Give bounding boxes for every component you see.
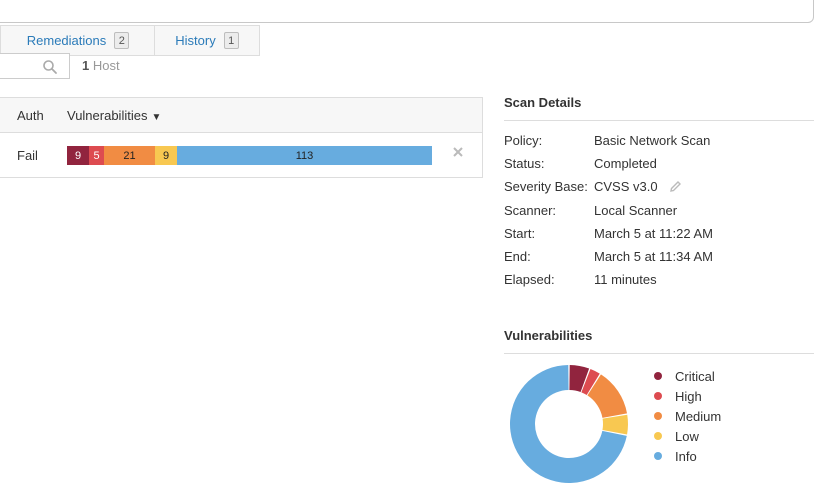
legend-dot-medium	[654, 412, 662, 420]
donut-slice-critical[interactable]	[569, 365, 590, 393]
sort-desc-icon: ▼	[151, 112, 162, 123]
scan-details-title: Scan Details	[504, 95, 582, 110]
host-count-label: Host	[92, 58, 120, 73]
top-panel	[0, 0, 814, 23]
donut-slice-medium[interactable]	[587, 374, 628, 418]
tab-history-count: 1	[223, 32, 239, 49]
search-input[interactable]	[0, 53, 70, 79]
legend-item-medium[interactable]: Medium	[654, 406, 721, 426]
severity-info-segment[interactable]: 113	[177, 146, 432, 165]
table-header: Auth Vulnerabilities ▼	[0, 98, 482, 133]
legend-item-low[interactable]: Low	[654, 426, 721, 446]
divider	[504, 120, 814, 121]
scanner-label: Scanner:	[504, 203, 557, 218]
hosts-table: Auth Vulnerabilities ▼ Fail 9 5 21 9 113	[0, 97, 483, 178]
tab-remediations-count: 2	[114, 32, 130, 49]
severity-medium-segment[interactable]: 21	[104, 146, 155, 165]
vulnerabilities-title: Vulnerabilities	[504, 328, 593, 343]
legend-dot-info	[654, 452, 662, 460]
host-count: 1 Host	[82, 58, 120, 73]
tab-remediations-label: Remediations	[26, 33, 107, 48]
donut-slice-high[interactable]	[581, 369, 600, 395]
divider	[504, 353, 814, 354]
column-header-auth[interactable]: Auth	[17, 108, 44, 123]
legend-label-high: High	[675, 388, 702, 404]
scanner-value: Local Scanner	[594, 203, 678, 218]
start-value: March 5 at 11:22 AM	[594, 226, 713, 241]
legend-item-info[interactable]: Info	[654, 446, 721, 466]
column-header-vulnerabilities[interactable]: Vulnerabilities ▼	[67, 108, 161, 123]
legend-dot-high	[654, 392, 662, 400]
legend-label-critical: Critical	[675, 368, 715, 384]
start-label: Start:	[504, 226, 536, 241]
severity-critical-segment[interactable]: 9	[67, 146, 89, 165]
severity-bar[interactable]: 9 5 21 9 113	[67, 146, 432, 165]
legend-item-critical[interactable]: Critical	[654, 366, 721, 386]
host-count-number: 1	[82, 58, 90, 73]
donut-slice-info[interactable]	[510, 365, 627, 483]
close-icon[interactable]	[452, 146, 464, 158]
policy-value: Basic Network Scan	[594, 133, 711, 148]
status-label: Status:	[504, 156, 545, 171]
table-row[interactable]: Fail 9 5 21 9 113	[0, 133, 482, 177]
policy-label: Policy:	[504, 133, 543, 148]
status-value: Completed	[594, 156, 657, 171]
donut-slice-low[interactable]	[602, 414, 628, 435]
elapsed-label: Elapsed:	[504, 272, 555, 287]
severity-low-segment[interactable]: 9	[155, 146, 177, 165]
elapsed-value: 11 minutes	[594, 272, 657, 287]
legend-label-medium: Medium	[675, 408, 722, 424]
legend-dot-critical	[654, 372, 662, 380]
column-header-vulnerabilities-label: Vulnerabilities	[67, 108, 148, 123]
search-icon[interactable]	[42, 59, 58, 75]
legend-label-low: Low	[675, 428, 699, 444]
end-value: March 5 at 11:34 AM	[594, 249, 713, 264]
severity-base-value: CVSS v3.0	[594, 179, 658, 194]
tab-history-label: History	[175, 33, 216, 48]
severity-base-label: Severity Base:	[504, 179, 588, 194]
legend-label-info: Info	[675, 448, 697, 464]
vulnerabilities-donut-chart[interactable]	[509, 364, 629, 484]
end-label: End:	[504, 249, 531, 264]
tab-history[interactable]: History 1	[154, 25, 260, 56]
chart-legend: Critical High Medium Low Info	[654, 366, 721, 466]
tab-remediations[interactable]: Remediations 2	[0, 25, 156, 56]
auth-status-cell: Fail	[17, 148, 38, 163]
legend-item-high[interactable]: High	[654, 386, 721, 406]
pencil-icon[interactable]	[669, 180, 682, 193]
severity-high-segment[interactable]: 5	[89, 146, 104, 165]
legend-dot-low	[654, 432, 662, 440]
